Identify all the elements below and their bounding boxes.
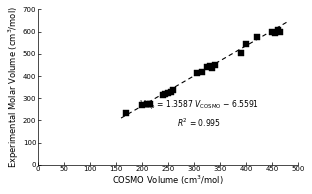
Point [207,65,212,68]
Point [238,51,243,54]
Y-axis label: Experimental Molar Volume (cm$^3$/mol): Experimental Molar Volume (cm$^3$/mol) [7,6,21,168]
Point [244,43,249,46]
Point [147,102,152,105]
Point [210,66,215,69]
Point [212,63,217,66]
Point [171,89,176,92]
X-axis label: COSMO Volume (cm$^3$/mol): COSMO Volume (cm$^3$/mol) [112,174,224,187]
Text: $\mathit{V}_{\rm exp}$ = 1.3587 $\mathit{V}_{\rm COSMO}$ − 6.5591
$\mathit{R}^2$: $\mathit{V}_{\rm exp}$ = 1.3587 $\mathit… [139,99,259,129]
Point [275,28,280,31]
Point [163,92,168,95]
Point [139,104,144,107]
Point [254,36,259,39]
Point [145,103,150,106]
Point [205,66,210,69]
Point [160,93,165,96]
Point [124,112,129,115]
Point [278,30,283,33]
Point [168,90,173,93]
Point [270,30,275,33]
Point [194,71,199,74]
Point [199,70,204,73]
Point [272,31,277,34]
Point [165,91,170,94]
